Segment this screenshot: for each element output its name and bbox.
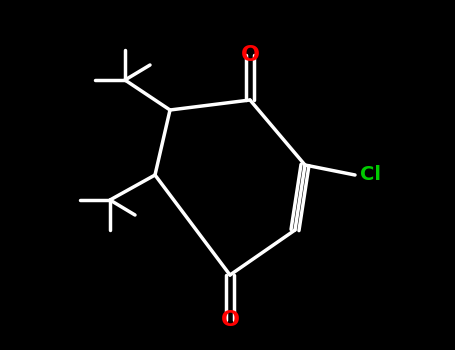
Text: O: O xyxy=(241,45,259,65)
Text: Cl: Cl xyxy=(360,166,381,184)
Text: O: O xyxy=(221,310,239,330)
